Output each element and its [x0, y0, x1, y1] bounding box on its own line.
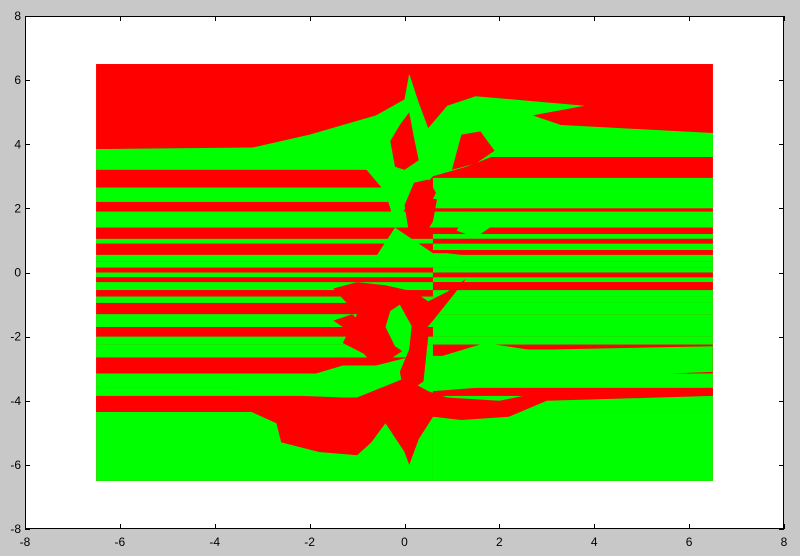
- band-left-14: [96, 250, 433, 255]
- y-tick-label: 0: [14, 266, 21, 280]
- x-tick-label: 2: [496, 535, 503, 549]
- swirl-region-13: [399, 304, 429, 395]
- band-left-13: [96, 243, 433, 251]
- band-left-21: [96, 290, 433, 297]
- x-tick-label: 8: [781, 535, 788, 549]
- band-left-27: [96, 344, 433, 358]
- x-tick-label: -2: [304, 535, 315, 549]
- band-right-14: [432, 250, 713, 255]
- y-tick-label: -8: [10, 522, 21, 536]
- band-right-11: [432, 234, 713, 239]
- y-tick-label: 2: [14, 201, 21, 215]
- swirl-region-8: [385, 304, 414, 356]
- band-left-11: [96, 234, 433, 239]
- band-right-13: [432, 243, 713, 251]
- band-right-5: [432, 177, 713, 188]
- y-tick-label: -4: [10, 394, 21, 408]
- band-right-24: [432, 314, 713, 328]
- y-tick-label: 6: [14, 73, 21, 87]
- band-right-7: [432, 201, 713, 209]
- band-right-4: [432, 169, 713, 178]
- band-right-26: [432, 336, 713, 345]
- band-right-8: [432, 208, 713, 212]
- x-tick-label: 0: [401, 535, 408, 549]
- swirl-region-12: [96, 378, 713, 465]
- band-right-10: [432, 227, 713, 235]
- band-right-6: [432, 187, 713, 202]
- band-right-3: [432, 157, 713, 170]
- band-left-18: [96, 272, 433, 278]
- band-right-15: [432, 254, 713, 262]
- band-right-17: [432, 267, 713, 273]
- swirl-region-10: [357, 339, 381, 363]
- band-left-25: [96, 327, 433, 337]
- band-left-22: [96, 296, 433, 303]
- axes-box: [25, 16, 784, 529]
- band-right-16: [432, 261, 713, 268]
- band-left-6: [96, 187, 433, 202]
- y-tick-label: 8: [14, 9, 21, 23]
- band-right-19: [432, 277, 713, 283]
- y-tick-label: -2: [10, 330, 21, 344]
- swirl-region-4: [433, 179, 457, 202]
- band-right-20: [432, 282, 713, 291]
- axis-ticks: [25, 16, 785, 530]
- band-left-7: [96, 201, 433, 209]
- x-tick-label: 4: [591, 535, 598, 549]
- swirl-region-1: [390, 112, 419, 170]
- band-right-25: [432, 327, 713, 337]
- axis-tick-labels: -8 -6 -4 -2 0 2 4 6 8 -8 -6 -4 -2 0 2 4 6 8: [10, 9, 787, 549]
- band-left-4: [96, 169, 433, 178]
- plot-area: [96, 64, 713, 481]
- band-left-26: [96, 336, 433, 345]
- band-left-12: [96, 238, 433, 244]
- band-left-16: [96, 261, 433, 268]
- band-right-22: [432, 296, 713, 303]
- x-tick-label: -4: [209, 535, 220, 549]
- band-right-2: [432, 149, 713, 158]
- swirl-region-3: [404, 179, 438, 238]
- swirl-region-2: [451, 131, 495, 170]
- band-left-8: [96, 208, 433, 212]
- swirl-region-9: [333, 314, 362, 331]
- band-left-5: [96, 177, 433, 188]
- swirl-region-6: [376, 227, 476, 267]
- band-left-23: [96, 302, 433, 315]
- band-right-23: [432, 302, 713, 315]
- y-tick-label: -6: [10, 458, 21, 472]
- swirl-region-5: [456, 211, 490, 238]
- band-right-9: [432, 211, 713, 228]
- band-left-20: [96, 282, 433, 291]
- x-tick-label: -6: [115, 535, 126, 549]
- band-left-17: [96, 267, 433, 273]
- band-left-10: [96, 227, 433, 235]
- x-tick-label: 6: [686, 535, 693, 549]
- band-right-12: [432, 238, 713, 244]
- band-left-9: [96, 211, 433, 228]
- band-right-21: [432, 290, 713, 297]
- band-right-18: [432, 272, 713, 278]
- band-right-32: [432, 411, 713, 481]
- band-left-19: [96, 277, 433, 283]
- band-left-15: [96, 254, 433, 262]
- x-tick-label: -8: [20, 535, 31, 549]
- y-tick-label: 4: [14, 137, 21, 151]
